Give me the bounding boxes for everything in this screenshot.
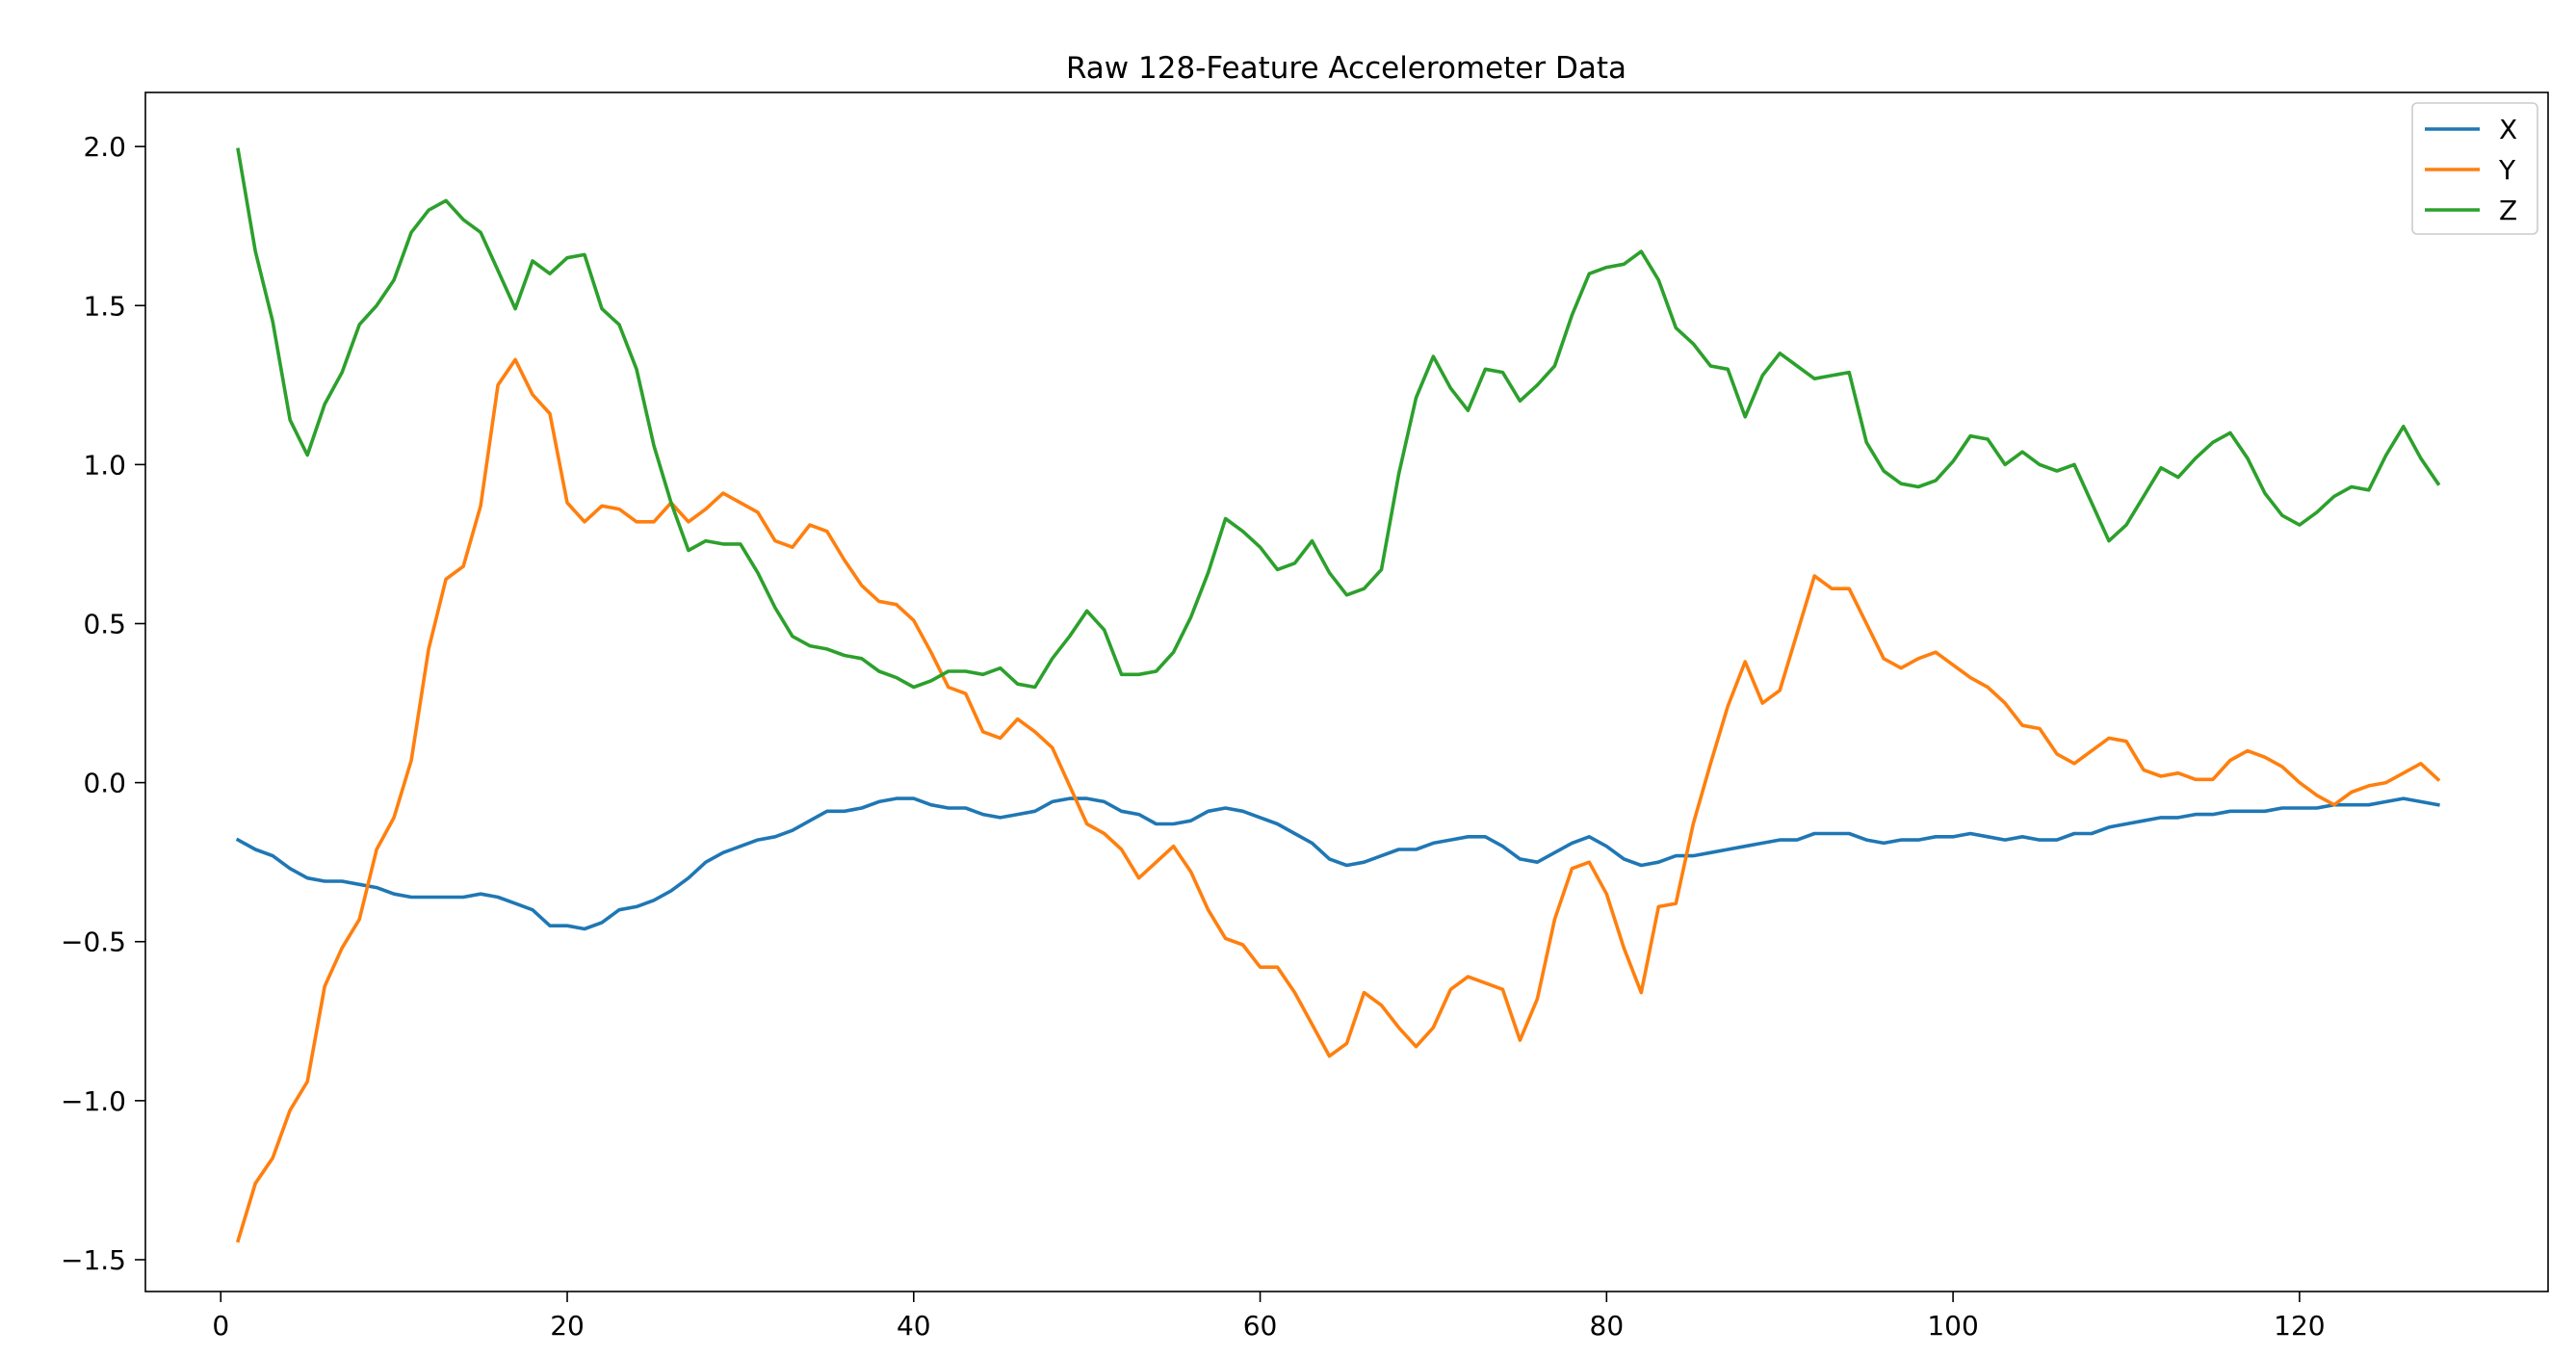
x-tick-label: 80 <box>1590 1310 1625 1342</box>
y-tick-label: 0.5 <box>83 608 126 639</box>
y-axis-ticks: −1.5 −1.0 −0.5 0.0 0.5 1.0 1.5 2.0 <box>61 131 145 1276</box>
x-tick-label: 60 <box>1243 1310 1278 1342</box>
y-tick-label: −1.0 <box>61 1085 126 1117</box>
chart-title: Raw 128-Feature Accelerometer Data <box>1066 51 1626 86</box>
legend-label-y: Y <box>2498 154 2516 186</box>
x-tick-label: 120 <box>2274 1310 2325 1342</box>
plot-frame <box>144 91 2549 1292</box>
legend-label-z: Z <box>2499 195 2517 226</box>
legend: XYZ <box>2411 102 2538 235</box>
y-tick-label: −1.5 <box>61 1244 126 1276</box>
series-lines <box>235 147 2441 1243</box>
x-tick-label: 20 <box>550 1310 585 1342</box>
y-tick-label: 1.0 <box>83 449 126 481</box>
series-line-z <box>236 147 2441 690</box>
y-tick-label: −0.5 <box>61 926 126 958</box>
x-tick-label: 0 <box>212 1310 229 1342</box>
series-line-y <box>235 357 2441 1243</box>
x-axis-ticks: 0 20 40 60 80 100 120 <box>212 1292 2326 1342</box>
x-tick-label: 100 <box>1927 1310 1978 1342</box>
series-line-x <box>235 796 2440 931</box>
legend-label-x: X <box>2499 114 2517 145</box>
y-tick-label: 1.5 <box>83 290 126 322</box>
x-tick-label: 40 <box>897 1310 931 1342</box>
y-tick-label: 0.0 <box>83 768 126 799</box>
y-tick-label: 2.0 <box>83 131 126 163</box>
